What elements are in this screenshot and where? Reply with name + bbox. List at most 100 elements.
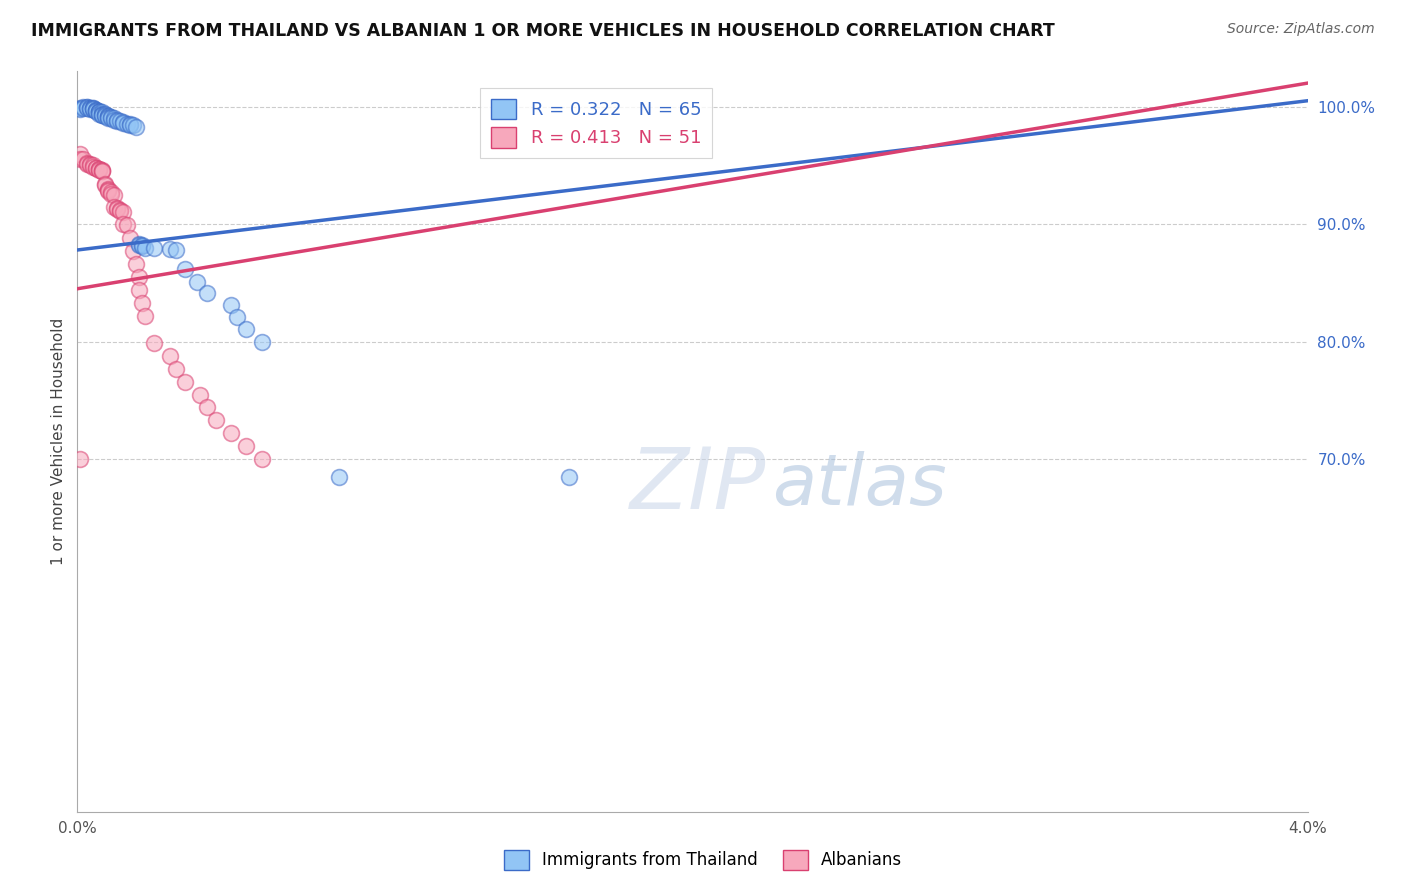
Point [94,109,117,123]
Point [143,241,166,255]
Point [110,113,132,128]
Point [100,112,122,126]
Point [110,202,132,217]
Point [94,106,117,120]
Point [87,105,110,120]
Point [204,413,226,427]
Point [188,387,212,401]
Point [69,146,91,161]
Point [76,157,98,171]
Point [72,100,94,114]
Point [97,183,120,197]
Text: atlas: atlas [772,451,948,520]
Point [84,104,107,119]
Point [84,161,107,175]
Point [87,105,110,120]
Point [195,401,218,415]
Point [165,361,187,376]
Point [235,322,257,336]
Point [100,186,122,201]
Point [125,257,148,271]
Point [115,219,138,233]
Point [195,286,218,301]
Point [174,375,197,389]
Point [90,108,114,122]
Point [82,101,104,115]
Point [82,101,104,115]
Point [105,201,128,215]
Point [76,100,98,114]
Text: Source: ZipAtlas.com: Source: ZipAtlas.com [1227,22,1375,37]
Point [87,106,110,120]
Point [69,101,91,115]
Point [79,101,101,115]
Point [105,112,128,127]
Point [79,157,101,171]
Point [87,104,110,119]
Point [112,217,135,231]
Point [97,109,120,123]
Point [90,164,114,178]
Point [219,426,242,441]
Point [84,104,107,119]
Point [84,103,107,117]
Point [558,470,581,484]
Point [100,186,122,200]
Point [82,160,104,174]
Point [87,105,110,120]
Point [131,296,153,310]
Point [103,112,125,127]
Point [112,205,135,219]
Point [250,452,273,467]
Text: IMMIGRANTS FROM THAILAND VS ALBANIAN 1 OR MORE VEHICLES IN HOUSEHOLD CORRELATION: IMMIGRANTS FROM THAILAND VS ALBANIAN 1 O… [31,22,1054,40]
Point [90,164,114,178]
Point [84,103,107,117]
Point [94,177,117,191]
Point [97,112,120,126]
Point [125,120,148,134]
Point [90,106,114,120]
Point [79,158,101,172]
Point [121,119,143,133]
Point [110,204,132,219]
Legend: Immigrants from Thailand, Albanians: Immigrants from Thailand, Albanians [498,843,908,877]
Point [121,244,143,259]
Point [84,161,107,175]
Point [112,115,135,129]
Point [94,178,117,193]
Point [69,102,91,116]
Point [82,102,104,116]
Point [97,109,120,123]
Point [87,161,110,176]
Legend: R = 0.322   N = 65, R = 0.413   N = 51: R = 0.322 N = 65, R = 0.413 N = 51 [479,87,711,159]
Point [97,184,120,198]
Point [128,270,150,285]
Point [143,335,166,350]
Point [94,108,117,122]
Point [235,439,257,453]
Point [250,334,273,349]
Point [76,101,98,115]
Point [134,241,156,255]
Point [79,101,101,115]
Point [90,163,114,178]
Point [118,117,141,131]
Point [82,102,104,116]
Point [118,119,141,133]
Point [72,101,94,115]
Point [174,261,197,276]
Point [134,309,156,323]
Text: ZIP: ZIP [630,444,766,527]
Point [105,202,128,216]
Point [219,298,242,312]
Point [328,470,350,484]
Point [165,243,187,257]
Point [131,238,153,252]
Point [128,283,150,297]
Point [159,349,181,363]
Point [82,158,104,172]
Point [131,239,153,253]
Point [90,105,114,120]
Point [76,156,98,170]
Point [159,242,181,256]
